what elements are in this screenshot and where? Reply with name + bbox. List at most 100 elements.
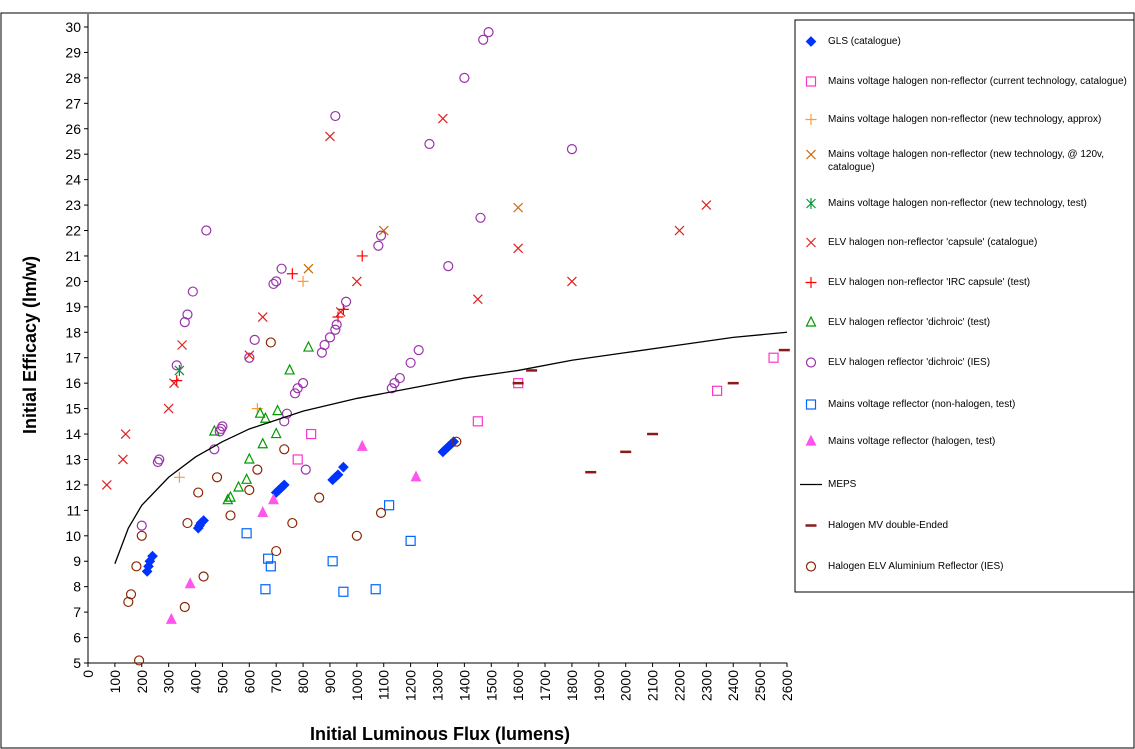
point [136, 530, 147, 541]
point [279, 444, 290, 455]
point [566, 276, 577, 287]
point [125, 589, 137, 600]
point [325, 131, 335, 142]
point [424, 138, 435, 150]
y-tick-label: 25 [65, 146, 81, 162]
y-tick-label: 26 [65, 121, 81, 137]
point [319, 339, 330, 351]
legend-entry: Mains voltage halogen non-reflector (new… [800, 197, 1130, 210]
point [331, 319, 342, 330]
point [249, 334, 260, 346]
point [123, 596, 134, 608]
x-tick-label: 800 [295, 670, 311, 694]
point [271, 276, 282, 287]
point [389, 378, 400, 389]
x-tick-label: 0 [80, 670, 96, 678]
x-tick-label: 2300 [698, 670, 714, 701]
y-tick-label: 28 [65, 70, 81, 86]
point [174, 364, 185, 376]
point [805, 36, 817, 47]
x-tick-label: 1700 [537, 670, 553, 701]
x-tick-label: 1000 [349, 670, 365, 701]
point [356, 439, 368, 451]
point [259, 411, 271, 423]
legend-entry: GLS (catalogue) [800, 35, 1130, 48]
point [805, 76, 817, 87]
legend-marker [806, 149, 816, 160]
legend-label: Mains voltage halogen non-reflector (cur… [828, 76, 1127, 87]
point [314, 492, 325, 503]
legend-entry: ELV halogen non-reflector 'IRC capsule' … [800, 276, 1130, 289]
point [306, 428, 317, 440]
point [375, 230, 387, 241]
y-tick-label: 20 [65, 273, 81, 289]
x-tick-label: 900 [322, 670, 338, 694]
point [101, 479, 112, 490]
legend-marker [805, 524, 817, 527]
point [286, 268, 298, 280]
point [384, 500, 395, 511]
legend-marker [805, 435, 817, 446]
y-tick-label: 12 [65, 477, 81, 493]
legend-label: Mains voltage halogen non-reflector (new… [828, 114, 1102, 125]
point [222, 493, 234, 505]
point [351, 530, 362, 541]
point [674, 225, 685, 236]
point [297, 275, 309, 287]
y-tick-label: 15 [65, 401, 81, 417]
x-tick-label: 2100 [645, 670, 661, 701]
x-tick-label: 1900 [591, 670, 607, 701]
y-tick-label: 5 [73, 655, 81, 671]
point [270, 427, 282, 439]
y-tick-label: 16 [65, 375, 81, 391]
legend-marker [805, 316, 817, 327]
legend-marker [805, 76, 817, 87]
legend-label: ELV halogen non-reflector 'IRC capsule' … [828, 277, 1031, 288]
point [302, 340, 314, 352]
y-tick-label: 14 [65, 426, 81, 442]
legend-entry: Halogen MV double-Ended [800, 519, 1130, 532]
point [268, 278, 279, 290]
x-tick-label: 700 [268, 670, 284, 694]
legend-entry: Mains voltage reflector (non-halogen, te… [800, 398, 1130, 411]
legend-label: Mains voltage reflector (halogen, test) [828, 436, 996, 447]
y-tick-label: 18 [65, 324, 81, 340]
x-tick-label: 400 [188, 670, 204, 694]
point [292, 454, 303, 465]
point [805, 277, 817, 288]
point [370, 584, 381, 595]
y-tick-label: 7 [73, 604, 81, 620]
legend-entry: Mains voltage halogen non-reflector (new… [800, 113, 1130, 126]
point [225, 510, 236, 521]
legend-entry: ELV halogen reflector 'dichroic' (test) [800, 316, 1130, 329]
point [356, 250, 368, 262]
x-tick-label: 2400 [725, 670, 741, 701]
legend-entry: Halogen ELV Aluminium Reflector (IES) [800, 560, 1130, 573]
point [257, 437, 269, 449]
point [198, 571, 209, 582]
point [513, 243, 524, 254]
point [243, 452, 255, 464]
point [448, 436, 459, 448]
point [154, 454, 165, 465]
point [244, 484, 255, 496]
point [768, 352, 779, 363]
x-tick-label: 300 [161, 670, 177, 694]
x-tick-label: 1800 [564, 670, 580, 701]
y-tick-label: 6 [73, 630, 81, 646]
point [287, 517, 298, 529]
point [272, 404, 284, 416]
legend-marker [805, 357, 817, 368]
legend-entry: ELV halogen reflector 'dichroic' (IES) [800, 356, 1130, 369]
point [187, 286, 198, 297]
point [265, 337, 276, 348]
point [257, 312, 268, 322]
point [147, 550, 158, 562]
point [214, 426, 225, 437]
point [244, 350, 255, 361]
point [217, 421, 228, 432]
point [177, 340, 188, 350]
point [805, 357, 817, 368]
x-tick-label: 1100 [376, 670, 392, 700]
